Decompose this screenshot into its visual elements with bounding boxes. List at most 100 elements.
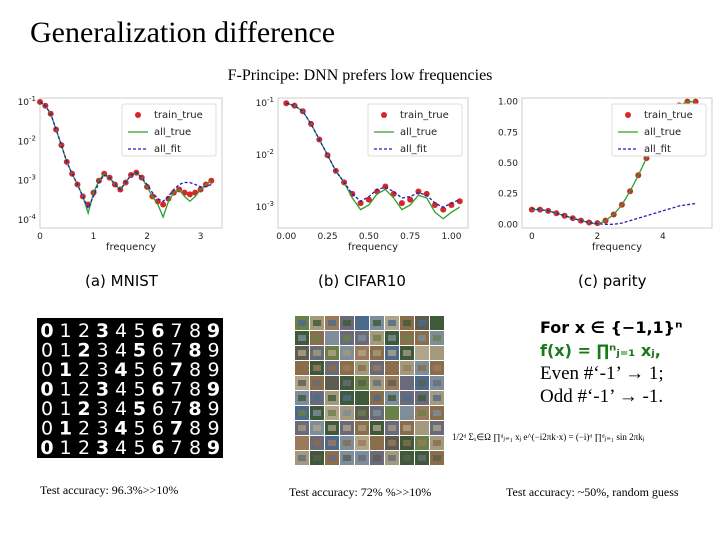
mnist-digit: 7 <box>170 340 182 362</box>
mnist-digit: 5 <box>133 379 145 401</box>
cifar-thumbnail-detail <box>328 440 336 446</box>
legend-marker <box>625 112 631 118</box>
cifar-thumbnail-detail <box>373 380 381 386</box>
mnist-digit: 7 <box>170 398 182 420</box>
legend-entry: all_true <box>400 127 437 138</box>
cifar-thumbnail-detail <box>373 365 381 371</box>
mnist-digit: 5 <box>133 340 146 362</box>
cifar-thumbnail-detail <box>403 335 411 341</box>
train-true-point <box>448 202 455 209</box>
train-true-point <box>398 200 405 207</box>
mnist-digit: 1 <box>59 398 71 420</box>
cifar-thumbnail-detail <box>358 455 366 461</box>
cifar-thumbnail-detail <box>328 335 336 341</box>
x-tick-label: 1 <box>91 232 97 242</box>
mnist-digit: 8 <box>189 437 201 458</box>
cifar-thumbnail-detail <box>313 335 321 341</box>
mnist-digit: 0 <box>41 359 53 381</box>
cifar-thumbnail-detail <box>433 410 441 416</box>
caption-parity: (c) parity <box>578 272 647 290</box>
legend-entry: all_fit <box>644 144 671 155</box>
cifar-thumbnail-detail <box>433 455 441 461</box>
x-axis-label: frequency <box>592 242 642 253</box>
cifar-thumbnail-detail <box>328 455 336 461</box>
cifar-thumbnail-detail <box>343 380 351 386</box>
x-tick-label: 4 <box>660 232 666 242</box>
mnist-accuracy: Test accuracy: 96.3%>>10% <box>40 483 179 497</box>
x-tick-label: 2 <box>144 232 150 242</box>
legend-entry: train_true <box>400 110 449 121</box>
cifar-thumbnail-detail <box>298 365 306 371</box>
mnist-digit: 2 <box>77 340 90 362</box>
cifar-thumbnail-detail <box>298 425 306 431</box>
cifar-thumbnail-detail <box>328 425 336 431</box>
parity-line-function: f(x) = ∏ⁿⱼ₌₁ xⱼ, <box>540 341 661 360</box>
legend-entry: train_true <box>644 110 693 121</box>
train-true-point <box>283 100 290 107</box>
mnist-digit: 5 <box>133 437 145 458</box>
cifar-thumbnail-detail <box>298 350 306 356</box>
chart-panel-2: 1.00 0.75 0.50 0.25 0.00 0 2 4 frequency train_tr… <box>498 97 713 253</box>
mnist-digit: 6 <box>152 340 164 362</box>
legend-box <box>121 103 217 157</box>
x-axis-label: frequency <box>348 242 398 253</box>
mnist-digit: 7 <box>170 359 183 381</box>
mnist-digit: 5 <box>133 398 146 420</box>
caption-mnist: (a) MNIST <box>85 272 158 290</box>
legend-entry: all_fit <box>400 144 427 155</box>
cifar-thumbnail-detail <box>298 440 306 446</box>
cifar-thumbnail-detail <box>418 365 426 371</box>
cifar-thumbnail-detail <box>388 320 396 326</box>
x-tick-label: 2 <box>594 232 600 242</box>
mnist-digit: 7 <box>170 437 182 458</box>
mnist-digit: 3 <box>96 359 108 381</box>
cifar-thumbnail-detail <box>388 365 396 371</box>
mnist-digit: 0 <box>40 437 53 458</box>
mnist-digit: 3 <box>96 418 108 440</box>
cifar-thumbnail-detail <box>373 350 381 356</box>
chart-area: 10-110-210-310-40 1 2 3frequencytrain_truea… <box>18 95 713 253</box>
cifar-thumbnail-detail <box>433 440 441 446</box>
legend-entry: all_true <box>154 127 191 138</box>
mnist-digit: 8 <box>189 359 201 381</box>
mnist-digit: 9 <box>207 320 220 342</box>
x-tick-label: 0 <box>529 232 535 242</box>
cifar-thumbnail-detail <box>358 365 366 371</box>
mnist-digit: 3 <box>96 379 109 401</box>
cifar-thumbnail-detail <box>313 320 321 326</box>
y-tick-label: 1.00 <box>498 98 518 108</box>
legend-box <box>611 103 707 157</box>
plot-frame <box>39 97 223 229</box>
mnist-digit: 8 <box>189 379 201 401</box>
cifar-thumbnail-detail <box>373 455 381 461</box>
cifar-thumbnail-detail <box>403 320 411 326</box>
mnist-digit: 8 <box>189 418 201 440</box>
cifar-thumbnail-detail <box>313 440 321 446</box>
cifar-thumbnail-detail <box>418 395 426 401</box>
mnist-digit: 9 <box>207 340 219 362</box>
cifar-thumbnail-detail <box>403 455 411 461</box>
cifar-thumbnail-detail <box>403 380 411 386</box>
cifar-thumbnail-detail <box>313 455 321 461</box>
mnist-digit: 6 <box>152 398 164 420</box>
mnist-digit: 1 <box>59 379 71 401</box>
mnist-digit: 5 <box>133 359 145 381</box>
mnist-digit: 2 <box>78 359 90 381</box>
cifar-thumbnail-detail <box>388 395 396 401</box>
cifar-thumbnail-detail <box>388 410 396 416</box>
cifar-thumbnail-detail <box>328 395 336 401</box>
x-tick-label: 3 <box>198 232 204 242</box>
cifar-thumbnail-detail <box>388 440 396 446</box>
train-true-point <box>431 202 438 209</box>
slide-subtitle: F-Principe: DNN prefers low frequencies <box>227 67 493 84</box>
mnist-digit: 4 <box>115 320 127 342</box>
cifar-thumbnail-detail <box>358 350 366 356</box>
y-tick-label: 10-4 <box>18 213 37 226</box>
cifar-thumbnail-detail <box>418 440 426 446</box>
mnist-digit: 9 <box>207 418 219 440</box>
cifar-thumbnail-detail <box>313 425 321 431</box>
mnist-digit: 8 <box>189 320 201 342</box>
legend-entry: all_true <box>644 127 681 138</box>
mnist-digit: 7 <box>170 320 182 342</box>
cifar-thumbnail-detail <box>358 425 366 431</box>
